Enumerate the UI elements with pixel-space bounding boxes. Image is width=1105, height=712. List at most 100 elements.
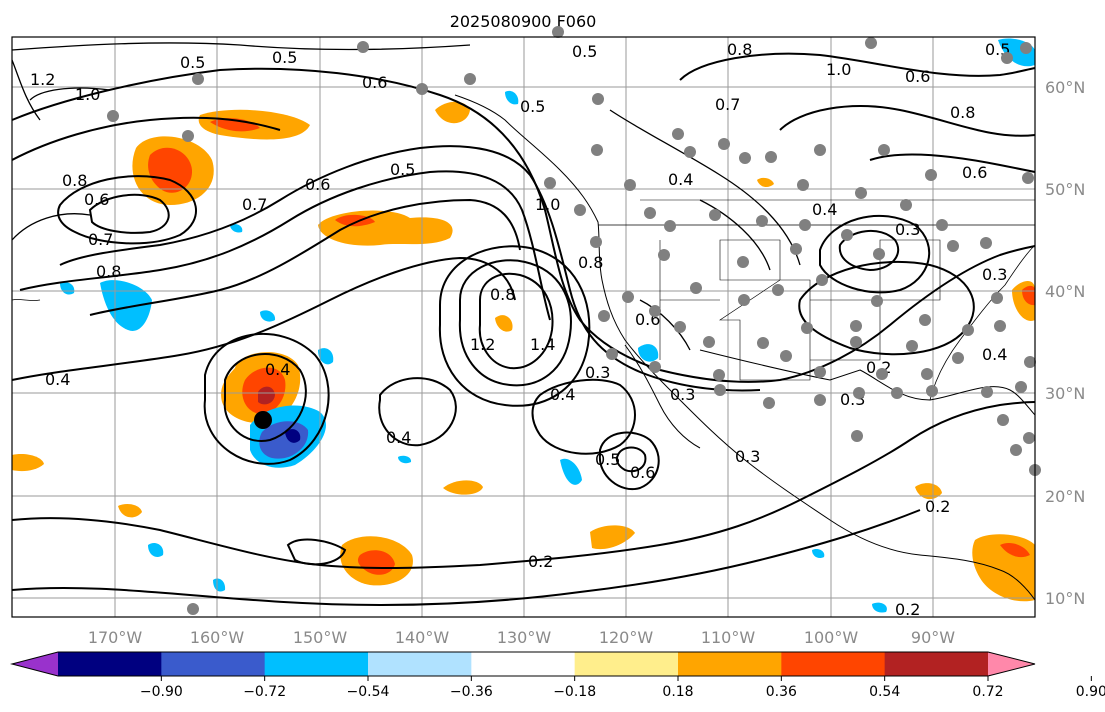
shade-positive	[443, 480, 483, 495]
shade-negative	[398, 455, 412, 464]
contour-label: 0.5	[595, 450, 620, 469]
contour-label: 1.2	[470, 335, 495, 354]
colorbar-cell	[368, 652, 472, 676]
contour-label: 0.4	[550, 385, 575, 404]
contour-label: 0.8	[727, 40, 752, 59]
colorbar-tick-label: 0.90	[1076, 684, 1105, 700]
lat-label: 30°N	[1045, 384, 1085, 403]
contour-label: 0.8	[950, 103, 975, 122]
shade-very-strong-negative	[285, 429, 301, 443]
latitude-labels: 60°N 50°N 40°N 30°N 20°N 10°N	[1045, 78, 1085, 608]
shade-strong-positive	[148, 147, 193, 193]
shade-positive	[118, 504, 142, 518]
colorbar-cell	[574, 652, 679, 676]
lat-label: 60°N	[1045, 78, 1085, 97]
shade-strong-positive	[1000, 543, 1030, 558]
shade-negative	[872, 602, 887, 613]
shade-negative	[100, 280, 152, 331]
contour-label: 0.4	[265, 360, 290, 379]
shade-positive	[12, 454, 44, 472]
contour-label: 0.6	[630, 463, 655, 482]
contour-label: 0.7	[715, 95, 740, 114]
contour-label: 0.2	[895, 600, 920, 619]
contour-label: 1.4	[530, 335, 555, 354]
contour-label: 0.7	[242, 195, 267, 214]
lat-label: 20°N	[1045, 487, 1085, 506]
contour-label: 0.3	[895, 220, 920, 239]
shade-negative	[260, 310, 276, 322]
colorbar-cell	[58, 652, 162, 676]
colorbar-tick-label: 0.72	[972, 684, 1003, 700]
shade-positive	[590, 525, 635, 550]
shade-negative	[638, 344, 659, 362]
shade-negative	[812, 548, 825, 559]
colorbar-cell	[781, 652, 886, 676]
shade-very-strong-positive	[258, 386, 275, 405]
lon-label: 90°W	[911, 628, 955, 647]
lon-label: 160°W	[190, 628, 245, 647]
contour-label: 0.4	[812, 200, 837, 219]
lon-label: 110°W	[701, 628, 756, 647]
contour-label: 0.8	[578, 253, 603, 272]
longitude-labels: 170°W 160°W 150°W 140°W 130°W 120°W 110°…	[88, 628, 955, 647]
lon-label: 150°W	[293, 628, 348, 647]
contour-label: 0.5	[390, 160, 415, 179]
contour-label: 0.3	[982, 265, 1007, 284]
contour-label: 0.5	[520, 97, 545, 116]
map-panel: 0.5 0.5 0.6 1.2 1.0 0.8 0.8 0.7 0.6 0.5 …	[11, 26, 1041, 619]
colorbar-cell	[884, 652, 989, 676]
colorbar-tick-label: −0.18	[553, 684, 596, 700]
contour-label: 0.8	[96, 262, 121, 281]
shade-positive	[435, 101, 470, 124]
lon-label: 140°W	[395, 628, 450, 647]
contour-label: 1.2	[30, 70, 55, 89]
colorbar: −0.90 −0.72 −0.54 −0.36 −0.18 0.18 0.36 0.54 0.7…	[10, 651, 1105, 700]
shade-negative	[230, 223, 243, 233]
lon-label: 170°W	[88, 628, 143, 647]
shade-negative	[560, 458, 582, 485]
lat-label: 50°N	[1045, 180, 1085, 199]
contour-label: 0.4	[45, 370, 70, 389]
contour-label: 1.0	[826, 60, 851, 79]
shade-negative	[505, 90, 519, 105]
colorbar-extend-high	[988, 652, 1035, 676]
lon-label: 100°W	[804, 628, 859, 647]
lon-label: 120°W	[599, 628, 654, 647]
cyclone-marker	[254, 411, 272, 429]
contour-label: 0.4	[386, 428, 411, 447]
map-frame	[11, 36, 1036, 618]
shade-positive	[495, 315, 513, 332]
contour-label: 0.6	[362, 73, 387, 92]
contour-label: 0.3	[670, 385, 695, 404]
colorbar-tick-label: −0.72	[243, 684, 286, 700]
colorbar-cell	[678, 652, 782, 676]
contour-label: 0.7	[88, 230, 113, 249]
contour-label: 0.5	[180, 53, 205, 72]
shade-negative	[148, 543, 164, 557]
contour-label: 0.2	[528, 552, 553, 571]
contour-label: 0.2	[925, 497, 950, 516]
contour-label: 0.5	[572, 42, 597, 61]
station-dots	[107, 26, 1041, 615]
contour-label: 0.6	[962, 163, 987, 182]
contour-label: 0.5	[272, 48, 297, 67]
contour-label: 0.4	[668, 170, 693, 189]
contour-label: 1.0	[75, 85, 100, 104]
contour-label: 0.8	[490, 285, 515, 304]
contour-label: 0.3	[735, 447, 760, 466]
contour-label: 0.6	[905, 67, 930, 86]
colorbar-extend-low	[12, 652, 58, 676]
colorbar-tick-label: −0.54	[347, 684, 390, 700]
contours	[11, 52, 1036, 607]
map-title: 2025080900 F060	[450, 12, 597, 31]
lon-label: 130°W	[497, 628, 552, 647]
colorbar-outline	[10, 651, 1036, 677]
colorbar-cells	[58, 652, 989, 676]
contour-label: 0.6	[84, 190, 109, 209]
colorbar-tick-label: −0.90	[140, 684, 183, 700]
contour-label: 0.8	[62, 171, 87, 190]
colorbar-cell	[471, 652, 576, 676]
contour-label: 0.3	[585, 363, 610, 382]
colorbar-tick-label: 0.18	[662, 684, 693, 700]
